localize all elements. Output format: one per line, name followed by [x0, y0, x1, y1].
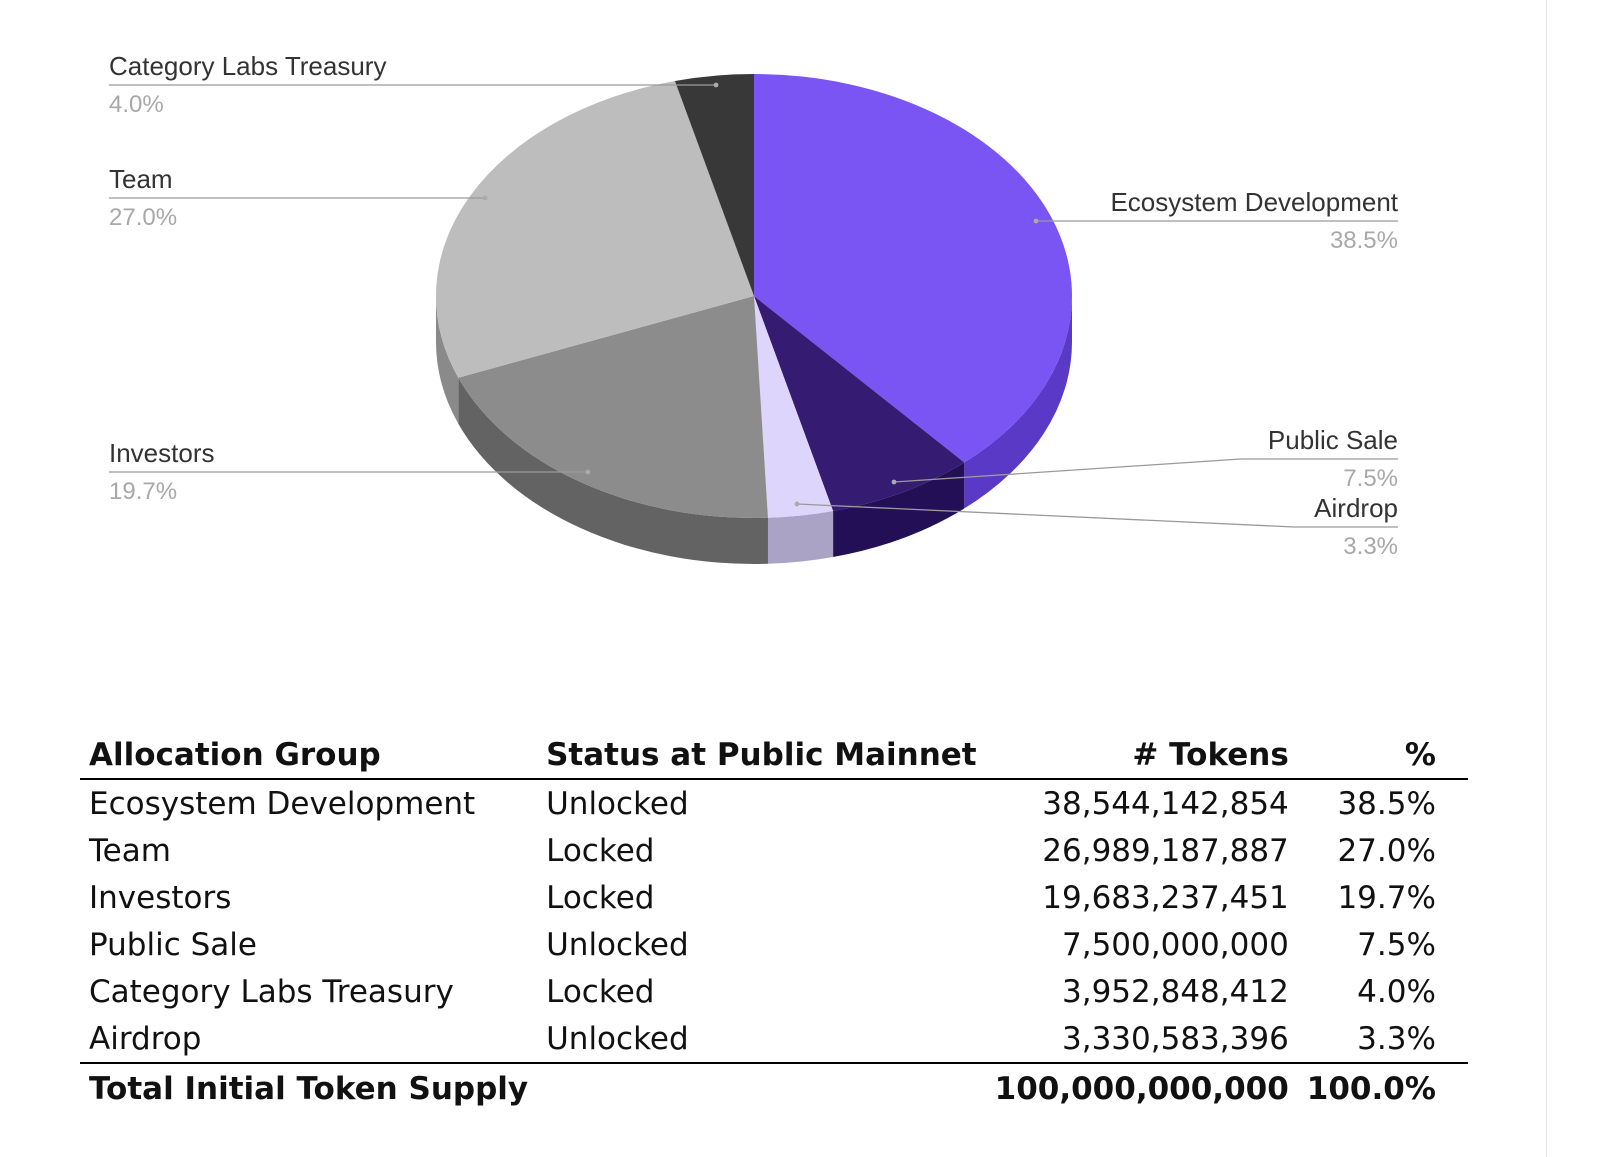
slice-side-ecosystem-development — [964, 296, 1072, 509]
slice-public-sale — [754, 296, 965, 512]
col-header-status: Status at Public Mainnet — [537, 732, 986, 780]
slice-label-category-labs-treasury: Category Labs Treasury — [109, 51, 386, 81]
cell-tokens: 3,952,848,412 — [1062, 973, 1289, 1010]
slice-value-airdrop: 3.3% — [1343, 533, 1398, 560]
total-pct: 100.0% — [1306, 1071, 1436, 1107]
table-row: Airdrop Unlocked 3,330,583,396 3.3% — [80, 1015, 1468, 1064]
slice-value-ecosystem-development: 38.5% — [1330, 227, 1398, 254]
slice-value-public-sale: 7.5% — [1343, 465, 1398, 492]
cell-pct: 38.5% — [1337, 785, 1436, 822]
slice-label-team: Team — [109, 164, 173, 194]
leader-dot-investors — [585, 469, 591, 475]
table-row: Public Sale Unlocked 7,500,000,000 7.5% — [80, 921, 1468, 968]
slice-label-ecosystem-development: Ecosystem Development — [1110, 187, 1398, 217]
cell-tokens: 26,989,187,887 — [1042, 832, 1289, 869]
col-header-tokens: # Tokens — [985, 732, 1298, 780]
pie-sides — [436, 296, 1072, 565]
slice-side-team — [436, 296, 459, 424]
slice-team — [436, 80, 754, 378]
slice-side-public-sale — [833, 462, 965, 558]
cell-group: Investors — [89, 879, 232, 916]
cell-tokens: 38,544,142,854 — [1042, 785, 1289, 822]
slice-label-investors: Investors — [109, 438, 215, 468]
cell-status: Unlocked — [546, 785, 689, 822]
cell-status: Locked — [546, 879, 655, 916]
slice-labels: Ecosystem Development 38.5% Public Sale 7.5… — [109, 51, 1399, 560]
pie-chart: Ecosystem Development 38.5% Public Sale 7.5… — [109, 51, 1399, 565]
cell-group: Category Labs Treasury — [89, 973, 454, 1010]
slice-category-labs-treasury — [674, 74, 754, 296]
leader-dot-category-labs-treasury — [713, 82, 719, 88]
cell-status: Locked — [546, 973, 655, 1010]
cell-tokens: 3,330,583,396 — [985, 1015, 1298, 1064]
cell-status: Locked — [546, 832, 655, 869]
cell-pct: 3.3% — [1297, 1015, 1468, 1064]
leader-line-airdrop — [796, 503, 1398, 528]
slice-ecosystem-development — [754, 74, 1072, 463]
col-header-pct: % — [1297, 732, 1468, 780]
page-edge-divider — [1546, 0, 1547, 1157]
slice-label-airdrop: Airdrop — [1314, 493, 1398, 523]
table-row: Team Locked 26,989,187,887 27.0% — [80, 827, 1468, 874]
label-leaders — [109, 82, 1398, 528]
cell-pct: 7.5% — [1357, 926, 1436, 963]
cell-tokens: 7,500,000,000 — [1062, 926, 1289, 963]
col-header-group: Allocation Group — [80, 732, 538, 780]
slice-value-category-labs-treasury: 4.0% — [109, 91, 164, 118]
slice-value-investors: 19.7% — [109, 478, 177, 505]
table-row: Category Labs Treasury Locked 3,952,848,… — [80, 968, 1468, 1015]
cell-group: Team — [89, 832, 171, 869]
leader-dot-public-sale — [891, 479, 897, 485]
leader-dot-ecosystem-development — [1033, 218, 1039, 224]
table-row: Investors Locked 19,683,237,451 19.7% — [80, 874, 1468, 921]
slice-investors — [458, 296, 768, 519]
pie-slices — [436, 74, 1072, 519]
total-label: Total Initial Token Supply — [89, 1071, 529, 1107]
table-total-row: Total Initial Token Supply 100,000,000,0… — [80, 1063, 1468, 1114]
leader-dot-airdrop — [794, 501, 800, 507]
cell-group: Airdrop — [80, 1015, 538, 1064]
slice-value-team: 27.0% — [109, 204, 177, 231]
cell-pct: 27.0% — [1337, 832, 1436, 869]
cell-group: Ecosystem Development — [89, 785, 476, 822]
slice-side-investors — [458, 377, 768, 565]
table-row: Ecosystem Development Unlocked 38,544,14… — [80, 779, 1468, 827]
total-status — [537, 1063, 986, 1114]
leader-line-public-sale — [893, 458, 1398, 483]
slice-label-public-sale: Public Sale — [1268, 425, 1398, 455]
cell-pct: 4.0% — [1357, 973, 1436, 1010]
table-header-row: Allocation Group Status at Public Mainne… — [80, 732, 1468, 780]
leader-dot-team — [482, 195, 488, 201]
cell-status: Unlocked — [537, 1015, 986, 1064]
cell-status: Unlocked — [546, 926, 689, 963]
cell-tokens: 19,683,237,451 — [1042, 879, 1289, 916]
cell-pct: 19.7% — [1337, 879, 1436, 916]
cell-group: Public Sale — [89, 926, 257, 963]
total-tokens: 100,000,000,000 — [994, 1071, 1289, 1107]
allocation-table: Allocation Group Status at Public Mainne… — [80, 732, 1468, 1114]
slice-airdrop — [754, 296, 834, 518]
slice-side-airdrop — [767, 511, 834, 564]
